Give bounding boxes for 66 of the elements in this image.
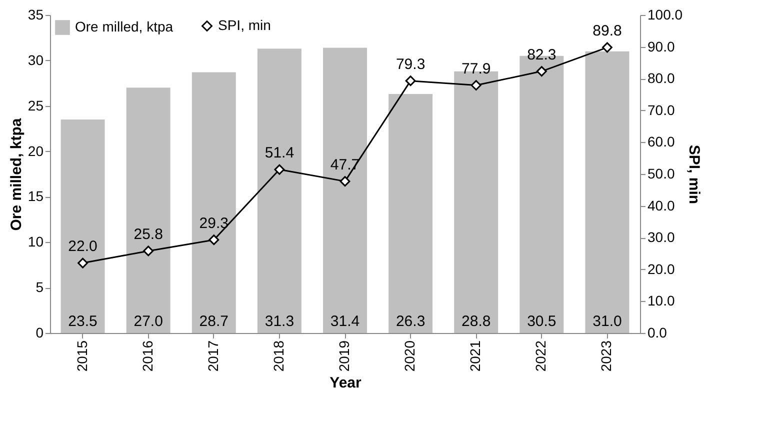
legend-label: Ore milled, ktpa	[75, 18, 174, 34]
data-label: 31.3	[264, 313, 294, 330]
data-label: 31.4	[330, 313, 360, 330]
y-tick-label: 5	[36, 279, 44, 296]
bar	[388, 94, 433, 333]
y2-tick-label: 40.0	[648, 197, 675, 214]
x-tick-label: 2018	[270, 340, 286, 372]
x-tick-label: 2016	[139, 340, 156, 372]
point	[536, 66, 547, 77]
y-tick-label: 10	[28, 234, 44, 250]
x-tick-label: 2019	[336, 340, 352, 372]
x-tick-label: 2017	[204, 340, 221, 372]
data-label: 31.0	[592, 313, 622, 330]
y2-tick-label: 100.0	[648, 6, 683, 22]
bar	[257, 48, 302, 333]
y2-tick-label: 90.0	[648, 38, 675, 54]
y-tick-label: 30	[28, 52, 44, 68]
data-label: 22.0	[68, 238, 98, 256]
y-tick-label: 25	[28, 97, 44, 114]
data-label: 28.8	[462, 313, 491, 330]
y2-tick-label: 70.0	[648, 102, 675, 118]
data-label: 23.5	[68, 313, 98, 330]
point	[470, 80, 482, 90]
y2-tick-label: 60.0	[648, 134, 675, 150]
bar	[192, 72, 236, 333]
y2-tick-label: 0.0	[648, 324, 668, 340]
x-axis-title: Year	[330, 374, 362, 392]
point	[274, 164, 285, 175]
x-tick-label: 2023	[598, 340, 614, 372]
y-tick-label: 20	[28, 142, 44, 159]
point	[208, 234, 220, 246]
y2-tick-label: 10.0	[648, 292, 675, 309]
data-label: 79.3	[396, 56, 426, 73]
x-tick-label: 2020	[402, 340, 418, 372]
y2-axis-title: SPI, min	[686, 144, 703, 204]
data-label: 28.7	[199, 313, 228, 330]
x-tick-label: 2021	[467, 340, 484, 372]
y2-tick-label: 20.0	[648, 260, 675, 277]
y-tick-label: 35	[28, 6, 44, 22]
bar	[585, 51, 630, 333]
y2-tick-label: 80.0	[648, 70, 675, 86]
point	[78, 258, 88, 268]
y2-tick-label: 30.0	[648, 229, 675, 246]
bar	[60, 119, 105, 333]
point	[405, 76, 416, 86]
x-tick-label: 2015	[74, 340, 90, 372]
bar	[126, 88, 170, 333]
y-tick-label: 0	[36, 324, 44, 340]
data-label: 29.3	[199, 214, 228, 232]
data-label: 26.3	[396, 313, 426, 330]
bar	[323, 48, 367, 333]
data-label: 89.8	[592, 22, 622, 40]
y2-tick-label: 50.0	[648, 166, 675, 182]
data-label: 27.0	[134, 313, 163, 330]
data-label: 77.9	[462, 60, 491, 78]
point	[143, 246, 154, 256]
data-label: 30.5	[527, 313, 556, 330]
data-label: 51.4	[264, 144, 294, 162]
x-tick-label: 2022	[532, 340, 549, 372]
data-label: 25.8	[134, 226, 163, 243]
y-axis-title: Ore milled, ktpa	[8, 118, 25, 231]
data-label: 82.3	[527, 46, 556, 64]
legend-label: SPI, min	[218, 17, 271, 33]
point	[602, 42, 612, 53]
point	[340, 176, 350, 187]
y-tick-label: 15	[28, 188, 44, 204]
